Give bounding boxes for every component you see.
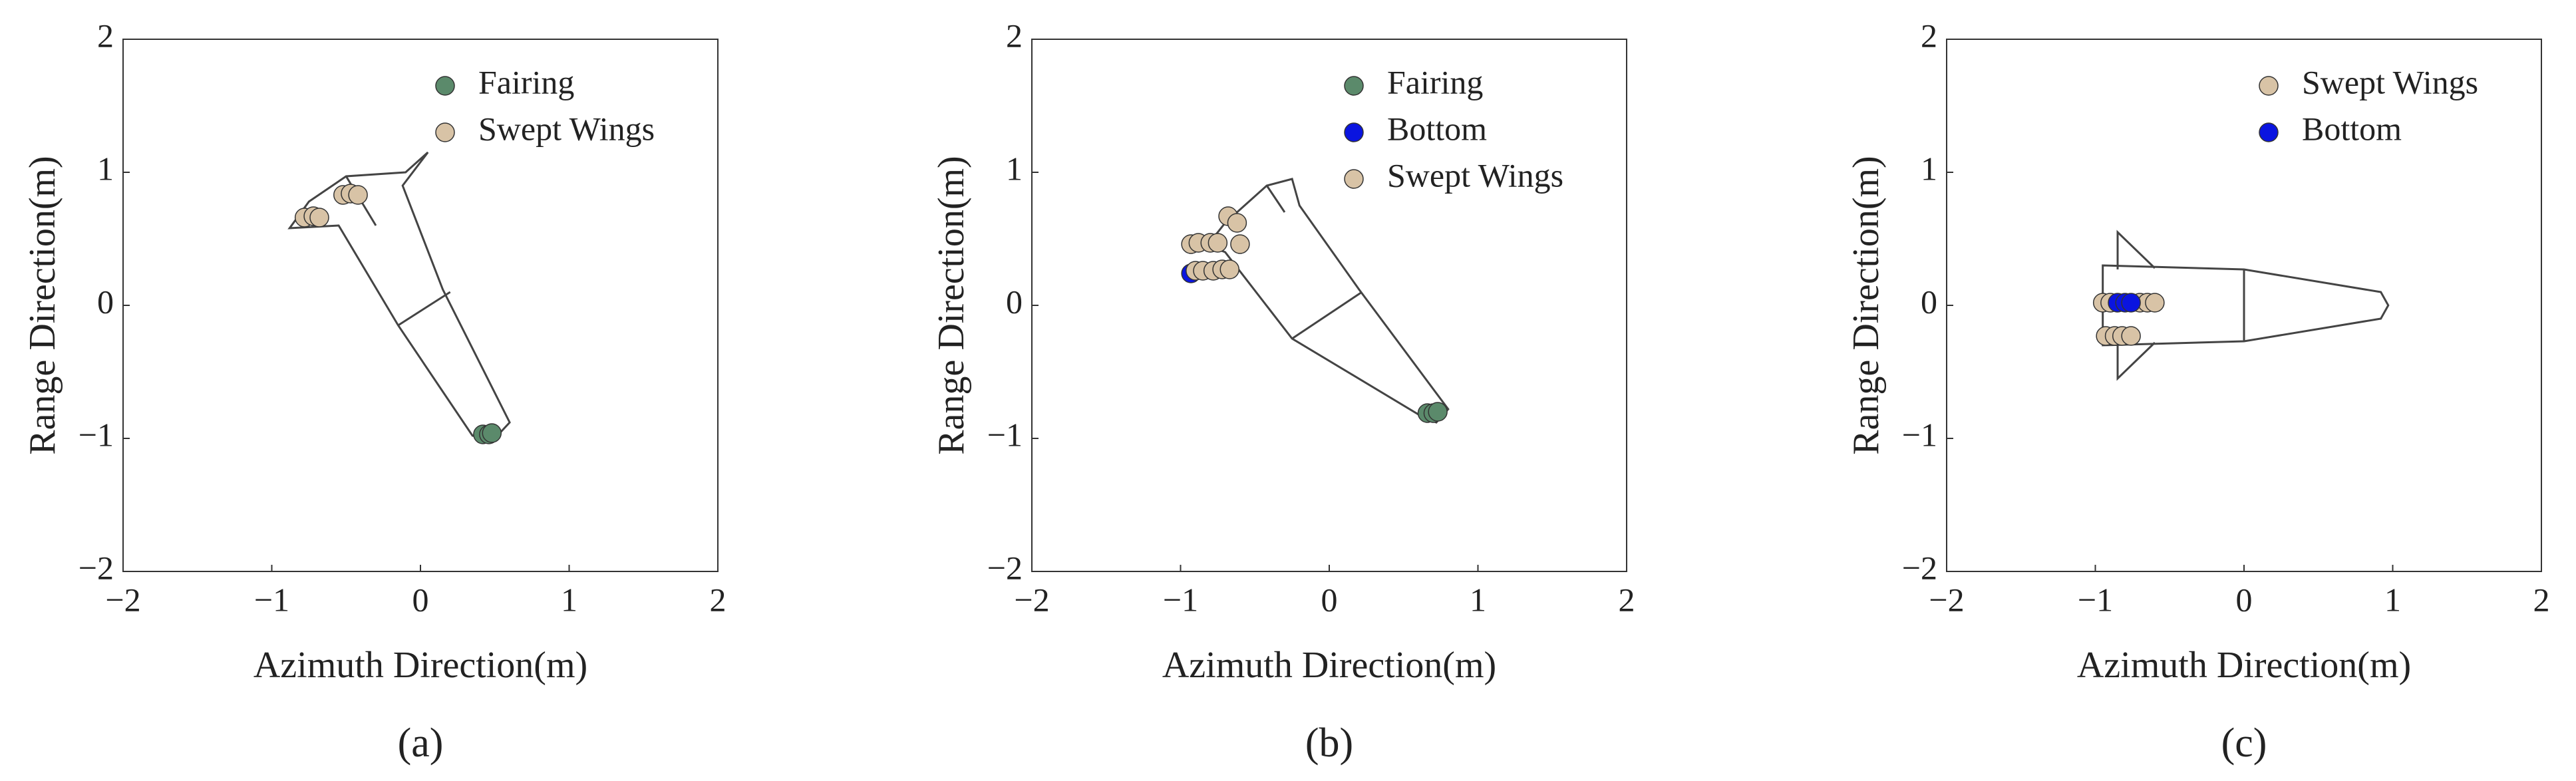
point [2121, 326, 2141, 346]
y-tick-label: 2 [1921, 17, 1937, 54]
y-axis-label: Range Direction(m) [931, 156, 972, 454]
y-axis-label: Range Direction(m) [1846, 156, 1887, 454]
x-tick-label: 0 [412, 581, 429, 618]
panel-caption: (a) [398, 720, 444, 766]
legend-label: Fairing [478, 63, 574, 100]
legend-label: Bottom [2302, 110, 2402, 147]
x-axis-label: Azimuth Direction(m) [2077, 645, 2411, 686]
x-axis-label: Azimuth Direction(m) [253, 645, 587, 686]
panel: −2 −1 0 1 2 −2 −1 0 1 2 Azimuth Direction(m) Range … [22, 17, 726, 766]
point [348, 185, 368, 205]
y-tick-label: 1 [1921, 150, 1937, 187]
y-tick-label: 1 [1006, 150, 1023, 187]
y-tick-label: 2 [1006, 17, 1023, 54]
x-tick-label: −2 [1929, 581, 1964, 618]
y-tick-label: 0 [97, 283, 114, 320]
panel-caption: (b) [1305, 720, 1353, 766]
point [1428, 402, 1448, 422]
legend-label: Fairing [1387, 63, 1483, 100]
y-tick-label: −2 [1902, 549, 1937, 586]
x-tick-label: −1 [2078, 581, 2113, 618]
x-tick-label: 0 [1321, 581, 1338, 618]
aircraft-outline [289, 152, 510, 438]
point [1208, 233, 1228, 253]
legend-label: Swept Wings [2302, 63, 2478, 100]
legend-label: Bottom [1387, 110, 1487, 147]
legend-label: Swept Wings [1387, 156, 1563, 194]
legend-marker [1344, 122, 1364, 142]
point [1227, 213, 1247, 233]
x-tick-label: −2 [1014, 581, 1049, 618]
x-tick-label: −1 [254, 581, 289, 618]
y-tick-label: 1 [97, 150, 114, 187]
axes-box [1031, 39, 1627, 572]
y-tick-label: −1 [1902, 416, 1937, 453]
y-tick-label: −1 [987, 416, 1023, 453]
panel-caption: (c) [2221, 720, 2267, 766]
y-tick-label: −1 [79, 416, 114, 453]
panel: −2 −1 0 1 2 −2 −1 0 1 2 Azimuth Direction(m) Range … [1846, 17, 2550, 766]
panel: −2 −1 0 1 2 −2 −1 0 1 2 Azimuth Direction(m) Range … [931, 17, 1635, 766]
x-tick-label: −2 [105, 581, 140, 618]
legend-marker [1344, 169, 1364, 189]
x-tick-label: 2 [2533, 581, 2550, 618]
y-tick-label: −2 [987, 549, 1023, 586]
legend-marker [2259, 122, 2279, 142]
x-tick-label: −1 [1163, 581, 1198, 618]
y-tick-label: −2 [79, 549, 114, 586]
point [2145, 293, 2165, 313]
point [1230, 234, 1250, 254]
x-tick-label: 1 [2384, 581, 2401, 618]
y-tick-label: 0 [1006, 283, 1023, 320]
legend-label: Swept Wings [478, 110, 655, 147]
x-axis-label: Azimuth Direction(m) [1162, 645, 1496, 686]
legend-marker [1344, 76, 1364, 96]
point [482, 423, 502, 443]
legend-marker [2259, 76, 2279, 96]
y-axis-label: Range Direction(m) [22, 156, 63, 454]
point [2121, 293, 2141, 313]
x-tick-label: 1 [561, 581, 577, 618]
y-tick-label: 0 [1921, 283, 1937, 320]
y-tick-label: 2 [97, 17, 114, 54]
x-tick-label: 2 [1619, 581, 1635, 618]
legend-marker [435, 122, 455, 142]
legend-marker [435, 76, 455, 96]
point [309, 208, 329, 228]
x-tick-label: 1 [1470, 581, 1486, 618]
x-tick-label: 0 [2236, 581, 2253, 618]
point [1219, 259, 1240, 279]
x-tick-label: 2 [710, 581, 726, 618]
